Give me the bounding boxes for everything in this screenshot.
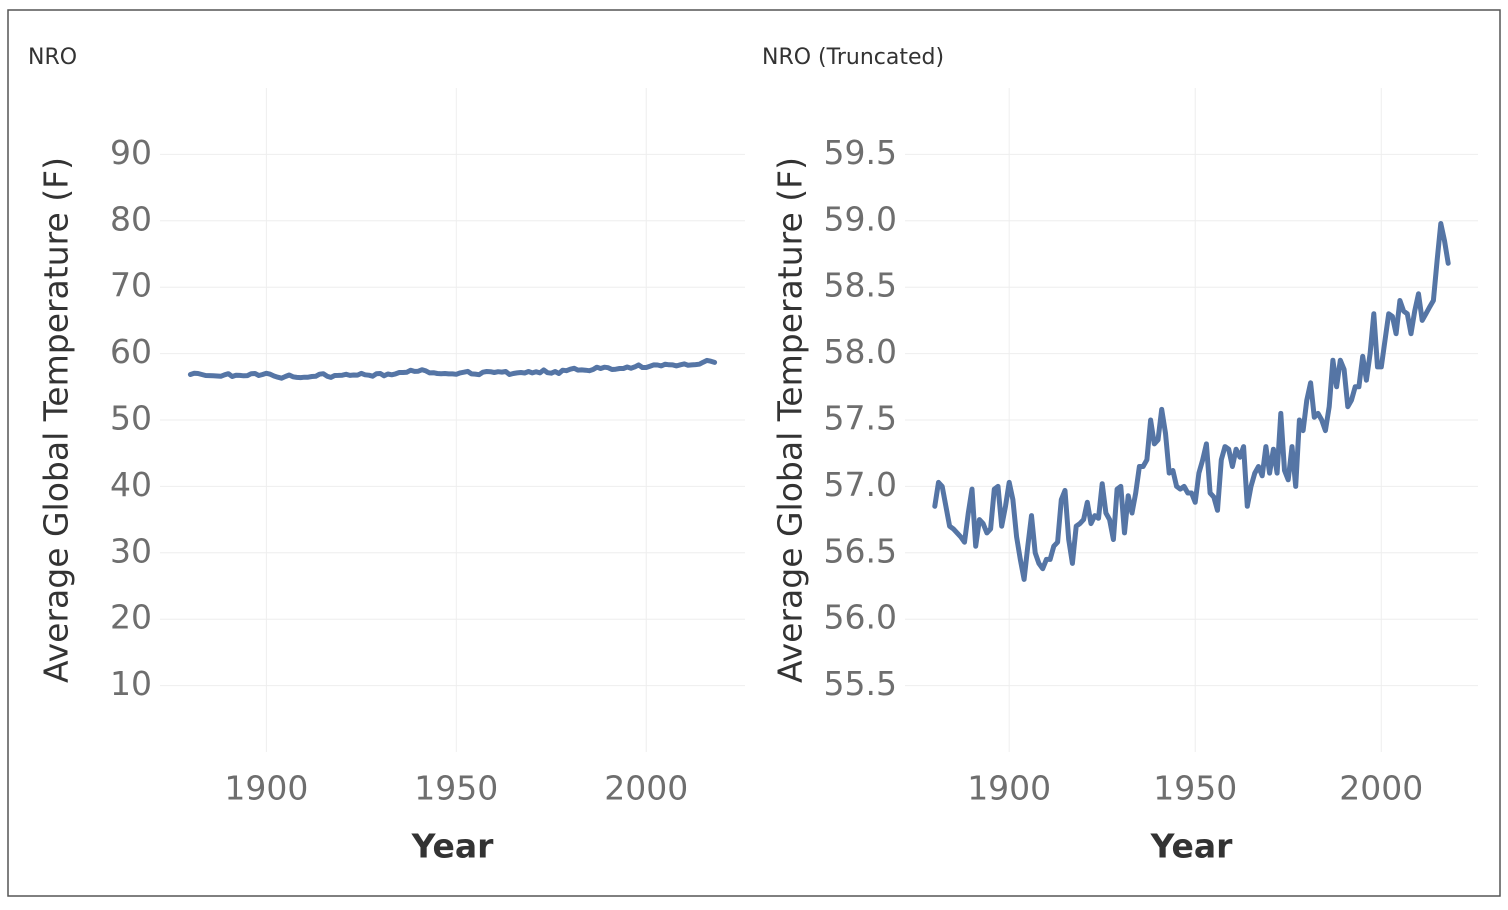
y-tick-label: 40 <box>110 465 152 504</box>
y-tick-label: 56.5 <box>824 531 897 570</box>
y-tick-label: 59.5 <box>824 133 897 172</box>
y-tick-label: 80 <box>110 199 152 238</box>
x-tick-label: 1900 <box>224 769 308 808</box>
frame <box>7 9 1501 897</box>
y-tick-label: 90 <box>110 133 152 172</box>
y-tick-label: 58.0 <box>824 332 897 371</box>
chart-title: NRO (Truncated) <box>762 45 944 70</box>
y-tick-label: 70 <box>110 266 152 305</box>
line <box>932 221 1451 582</box>
x-tick-label: 2000 <box>604 769 688 808</box>
y-tick-label: 60 <box>110 332 152 371</box>
y-tick-label: 59.0 <box>824 199 897 238</box>
y-tick-label: 56.0 <box>824 598 897 637</box>
chart-title: NRO <box>28 45 77 70</box>
x-tick-label: 2000 <box>1339 769 1423 808</box>
x-tick-label: 1900 <box>967 769 1051 808</box>
y-tick-label: 57.5 <box>824 399 897 438</box>
y-tick-label: 50 <box>110 399 152 438</box>
y-axis-label: Average Global Temperature (F) <box>37 157 76 683</box>
y-tick-label: 58.5 <box>824 266 897 305</box>
x-axis-label: Year <box>411 827 495 866</box>
x-axis-label: Year <box>1150 827 1234 866</box>
line <box>187 357 718 381</box>
x-tick-label: 1950 <box>414 769 498 808</box>
y-tick-label: 55.5 <box>824 664 897 703</box>
y-tick-label: 20 <box>110 598 152 637</box>
y-tick-label: 57.0 <box>824 465 897 504</box>
y-axis-label: Average Global Temperature (F) <box>771 157 810 683</box>
x-tick-label: 1950 <box>1153 769 1237 808</box>
y-tick-label: 10 <box>110 664 152 703</box>
y-tick-label: 30 <box>110 531 152 570</box>
